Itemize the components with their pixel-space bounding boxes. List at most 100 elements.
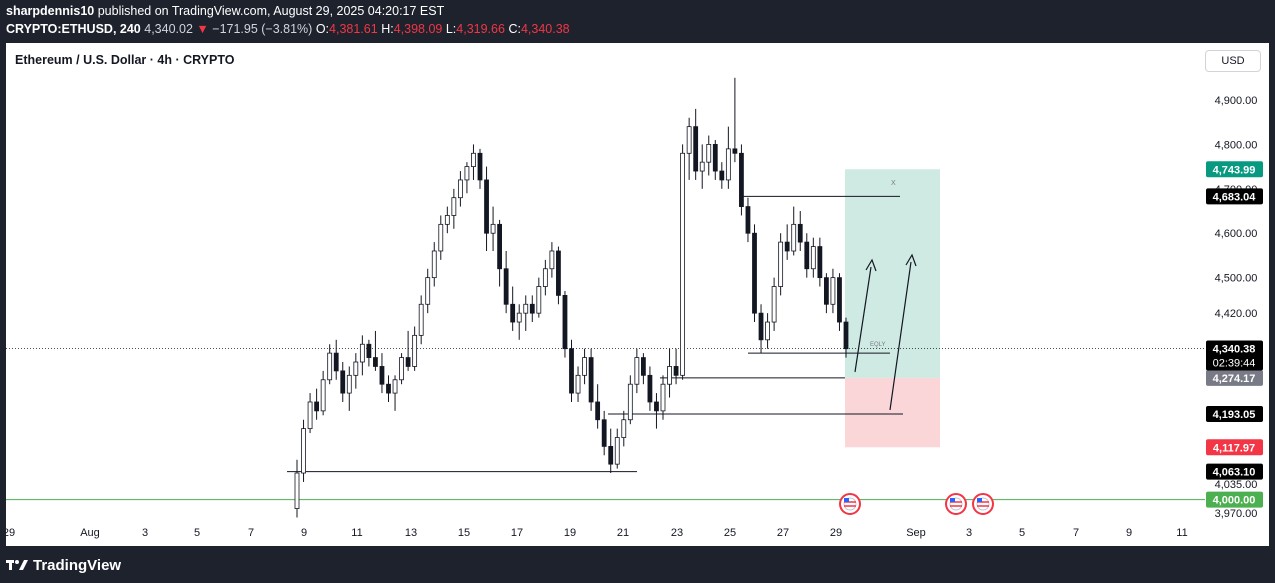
candle[interactable] [654, 393, 659, 429]
candle[interactable] [823, 273, 829, 314]
current-price-badge[interactable]: 4,340.38 02:39:44 [1206, 340, 1263, 371]
candle[interactable] [412, 326, 418, 371]
candle[interactable] [418, 295, 424, 345]
profit-zone[interactable] [845, 169, 940, 378]
us-event-flag-icon[interactable] [972, 493, 994, 515]
target-price-badge[interactable]: 4,743.99 [1206, 161, 1263, 178]
candle[interactable] [575, 366, 581, 402]
candle[interactable] [673, 348, 679, 385]
candle[interactable] [686, 117, 692, 180]
us-event-flag-icon[interactable] [945, 493, 967, 515]
candle[interactable] [778, 233, 784, 296]
candle[interactable] [314, 388, 320, 420]
candle[interactable] [830, 268, 836, 314]
candle[interactable] [791, 206, 797, 256]
candle[interactable] [346, 366, 352, 411]
support-price-badge[interactable]: 4,000.00 [1206, 491, 1263, 508]
level-price-badge-4063[interactable]: 4,063.10 [1206, 463, 1263, 480]
chart-frame[interactable]: X EQLY 4,900.004,800.004,700.004,600.004… [6, 43, 1269, 546]
candle[interactable] [379, 353, 385, 394]
candle[interactable] [301, 419, 306, 482]
candle[interactable] [399, 353, 404, 385]
candle[interactable] [353, 353, 359, 389]
currency-button[interactable]: USD [1205, 50, 1261, 72]
candle[interactable] [660, 375, 666, 420]
candle[interactable] [392, 375, 398, 411]
candle[interactable] [562, 290, 568, 358]
candle[interactable] [837, 273, 842, 331]
candle[interactable] [595, 384, 601, 429]
candle[interactable] [444, 206, 450, 234]
candle[interactable] [503, 250, 509, 314]
candle[interactable] [745, 197, 751, 243]
candle[interactable] [810, 237, 816, 278]
candle[interactable] [327, 344, 333, 385]
candle[interactable] [680, 144, 686, 380]
candle[interactable] [457, 171, 463, 207]
candle[interactable] [542, 259, 548, 296]
candle[interactable] [732, 77, 738, 163]
candle[interactable] [497, 219, 503, 287]
candle[interactable] [667, 348, 672, 398]
candle[interactable] [320, 370, 326, 416]
stop-price-badge[interactable]: 4,117.97 [1206, 439, 1263, 456]
candle[interactable] [373, 330, 378, 371]
candle[interactable] [588, 348, 594, 411]
candle[interactable] [569, 339, 574, 402]
candle[interactable] [693, 108, 699, 180]
candle[interactable] [510, 286, 516, 331]
candle[interactable] [758, 304, 764, 354]
candle[interactable] [771, 277, 777, 331]
candle[interactable] [765, 313, 770, 349]
trend-arrow-line-1[interactable] [854, 266, 872, 373]
us-event-flag-icon[interactable] [839, 493, 861, 515]
candle[interactable] [784, 224, 790, 260]
candle[interactable] [386, 375, 391, 402]
candle[interactable] [431, 242, 437, 287]
candle[interactable] [627, 375, 633, 425]
candle[interactable] [490, 206, 496, 251]
candle[interactable] [549, 242, 555, 278]
candle[interactable] [640, 353, 646, 385]
candle[interactable] [804, 233, 810, 278]
candle[interactable] [699, 144, 705, 189]
candle[interactable] [608, 428, 614, 474]
candle[interactable] [719, 162, 725, 189]
candle[interactable] [438, 215, 444, 260]
candle[interactable] [582, 348, 587, 385]
entry-price-badge[interactable]: 4,274.17 [1206, 369, 1263, 386]
level-price-badge-4683[interactable]: 4,683.04 [1206, 188, 1263, 205]
candle[interactable] [817, 237, 823, 287]
candle[interactable] [797, 211, 803, 251]
candle[interactable] [739, 144, 744, 216]
candle[interactable] [464, 162, 470, 194]
candle[interactable] [477, 148, 483, 189]
price-chart[interactable]: X EQLY 4,900.004,800.004,700.004,600.004… [6, 43, 1269, 546]
candle[interactable] [484, 166, 489, 251]
candle[interactable] [752, 224, 757, 323]
candle[interactable] [621, 410, 627, 447]
candle[interactable] [294, 459, 300, 518]
candle[interactable] [556, 246, 561, 305]
candle[interactable] [712, 139, 718, 180]
candle[interactable] [516, 304, 522, 340]
candle[interactable] [340, 362, 346, 402]
candle[interactable] [601, 410, 607, 456]
candle[interactable] [529, 295, 535, 323]
tradingview-footer[interactable]: TradingView [6, 554, 121, 576]
trend-arrow-line-2[interactable] [889, 261, 912, 411]
candle[interactable] [706, 135, 712, 176]
candle[interactable] [843, 317, 849, 358]
candle[interactable] [307, 393, 313, 434]
candle[interactable] [634, 348, 640, 394]
candle[interactable] [471, 144, 476, 180]
candle[interactable] [647, 366, 653, 411]
candle[interactable] [725, 126, 731, 189]
candle[interactable] [614, 428, 620, 469]
level-price-badge-4193[interactable]: 4,193.05 [1206, 405, 1263, 422]
candle[interactable] [536, 277, 542, 318]
candle[interactable] [405, 330, 411, 371]
candle[interactable] [333, 339, 339, 380]
candle[interactable] [366, 339, 372, 367]
candle[interactable] [451, 188, 457, 229]
